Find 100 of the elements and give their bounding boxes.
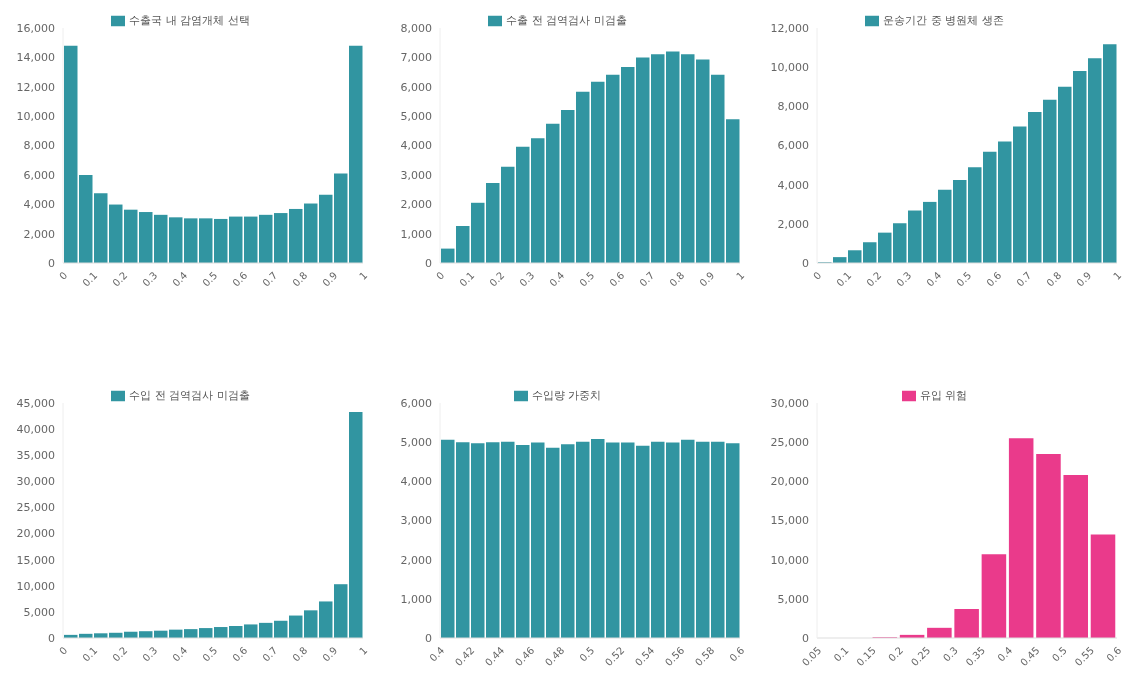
- x-tick-label: 1: [734, 269, 747, 282]
- y-tick-label: 6,000: [23, 168, 55, 182]
- x-tick-label: 0.4: [427, 644, 447, 664]
- y-tick-label: 4,000: [23, 198, 55, 212]
- x-tick-label: 0.5: [200, 644, 220, 664]
- x-tick-label: 0.4: [170, 644, 190, 664]
- x-tick-label: 0.6: [1104, 644, 1124, 664]
- x-tick-label: 0.6: [984, 269, 1004, 289]
- y-tick-label: 2,000: [400, 198, 432, 212]
- x-tick-label: 0.7: [1014, 269, 1034, 289]
- y-tick-label: 4,000: [400, 475, 432, 489]
- y-tick-label: 5,000: [23, 605, 55, 619]
- y-tick-label: 15,000: [770, 514, 809, 528]
- y-tick-label: 12,000: [16, 80, 55, 94]
- x-tick-label: 1: [1111, 269, 1124, 282]
- x-tick-label: 0.3: [517, 269, 537, 289]
- legend-label: 수출 전 검역검사 미검출: [506, 14, 627, 27]
- x-tick-label: 0: [57, 644, 70, 657]
- y-tick-label: 40,000: [16, 423, 55, 437]
- y-tick-label: 1,000: [400, 227, 432, 241]
- y-tick-label: 12,000: [770, 21, 809, 35]
- y-tick-label: 6,000: [777, 139, 809, 153]
- y-tick-label: 3,000: [400, 168, 432, 182]
- x-tick-label: 0.2: [110, 269, 130, 289]
- y-tick-label: 6,000: [400, 396, 432, 410]
- x-tick-label: 0.7: [260, 644, 280, 664]
- y-tick-label: 25,000: [770, 436, 809, 450]
- x-tick-label: 0.8: [667, 269, 687, 289]
- x-tick-label: 0.4: [170, 269, 190, 289]
- x-tick-label: 0.5: [577, 269, 597, 289]
- x-tick-label: 0: [811, 269, 824, 282]
- y-tick-label: 2,000: [777, 217, 809, 231]
- x-tick-label: 0.9: [320, 644, 340, 664]
- x-tick-label: 0.4: [924, 269, 944, 289]
- y-tick-label: 14,000: [16, 51, 55, 65]
- x-tick-label: 0.3: [140, 644, 160, 664]
- x-tick-label: 0.9: [697, 269, 717, 289]
- y-tick-label: 7,000: [400, 51, 432, 65]
- y-tick-label: 3,000: [400, 514, 432, 528]
- y-tick-label: 20,000: [770, 475, 809, 489]
- y-tick-label: 20,000: [16, 527, 55, 541]
- x-tick-label: 0.2: [487, 269, 507, 289]
- x-tick-label: 0.7: [637, 269, 657, 289]
- x-tick-label: 0.6: [607, 269, 627, 289]
- x-tick-label: 0.9: [320, 269, 340, 289]
- y-tick-label: 10,000: [770, 61, 809, 75]
- y-tick-label: 4,000: [777, 178, 809, 192]
- y-tick-label: 10,000: [16, 110, 55, 124]
- y-tick-label: 25,000: [16, 501, 55, 515]
- x-tick-label: 0.4: [995, 644, 1015, 664]
- y-tick-label: 5,000: [400, 436, 432, 450]
- x-tick-label: 0.2: [886, 644, 906, 664]
- x-tick-label: 0.8: [290, 269, 310, 289]
- y-tick-label: 15,000: [16, 553, 55, 567]
- y-tick-label: 8,000: [23, 139, 55, 153]
- y-tick-label: 1,000: [400, 592, 432, 606]
- legend-label: 수출국 내 감염개체 선택: [129, 14, 250, 27]
- y-tick-label: 8,000: [777, 100, 809, 114]
- x-tick-label: 0.6: [230, 644, 250, 664]
- x-tick-label: 0.1: [834, 269, 854, 289]
- x-tick-label: 0.3: [140, 269, 160, 289]
- legend-label: 유입 위험: [919, 389, 968, 402]
- y-tick-label: 0: [48, 631, 55, 645]
- y-tick-label: 2,000: [23, 227, 55, 241]
- y-tick-label: 0: [48, 256, 55, 270]
- y-tick-label: 0: [425, 256, 432, 270]
- legend-label: 수입 전 검역검사 미검출: [129, 389, 250, 402]
- x-tick-label: 0.8: [290, 644, 310, 664]
- x-tick-label: 0.8: [1044, 269, 1064, 289]
- x-tick-label: 0.6: [230, 269, 250, 289]
- y-tick-label: 35,000: [16, 449, 55, 463]
- x-tick-label: 1: [357, 644, 370, 657]
- x-tick-label: 0.3: [940, 644, 960, 664]
- x-tick-label: 0: [434, 269, 447, 282]
- x-tick-label: 0.3: [894, 269, 914, 289]
- x-tick-label: 0.1: [80, 269, 100, 289]
- y-tick-label: 8,000: [400, 21, 432, 35]
- x-tick-label: 0.6: [727, 644, 747, 664]
- x-tick-label: 0.5: [954, 269, 974, 289]
- y-tick-label: 5,000: [400, 110, 432, 124]
- y-tick-label: 0: [802, 256, 809, 270]
- x-tick-label: 0.1: [457, 269, 477, 289]
- x-tick-label: 0.2: [864, 269, 884, 289]
- y-tick-label: 6,000: [400, 80, 432, 94]
- y-tick-label: 0: [425, 631, 432, 645]
- x-tick-label: 0.2: [110, 644, 130, 664]
- y-tick-label: 10,000: [770, 553, 809, 567]
- y-tick-label: 2,000: [400, 553, 432, 567]
- y-tick-label: 30,000: [16, 475, 55, 489]
- y-tick-label: 4,000: [400, 139, 432, 153]
- x-tick-label: 0.5: [577, 644, 597, 664]
- y-tick-label: 16,000: [16, 21, 55, 35]
- x-tick-label: 0.1: [80, 644, 100, 664]
- y-tick-label: 0: [802, 631, 809, 645]
- legend-label: 운송기간 중 병원체 생존: [883, 14, 1004, 27]
- x-tick-label: 0.4: [547, 269, 567, 289]
- x-tick-label: 0.7: [260, 269, 280, 289]
- x-tick-label: 0.1: [831, 644, 851, 664]
- y-tick-label: 5,000: [777, 592, 809, 606]
- y-tick-label: 10,000: [16, 579, 55, 593]
